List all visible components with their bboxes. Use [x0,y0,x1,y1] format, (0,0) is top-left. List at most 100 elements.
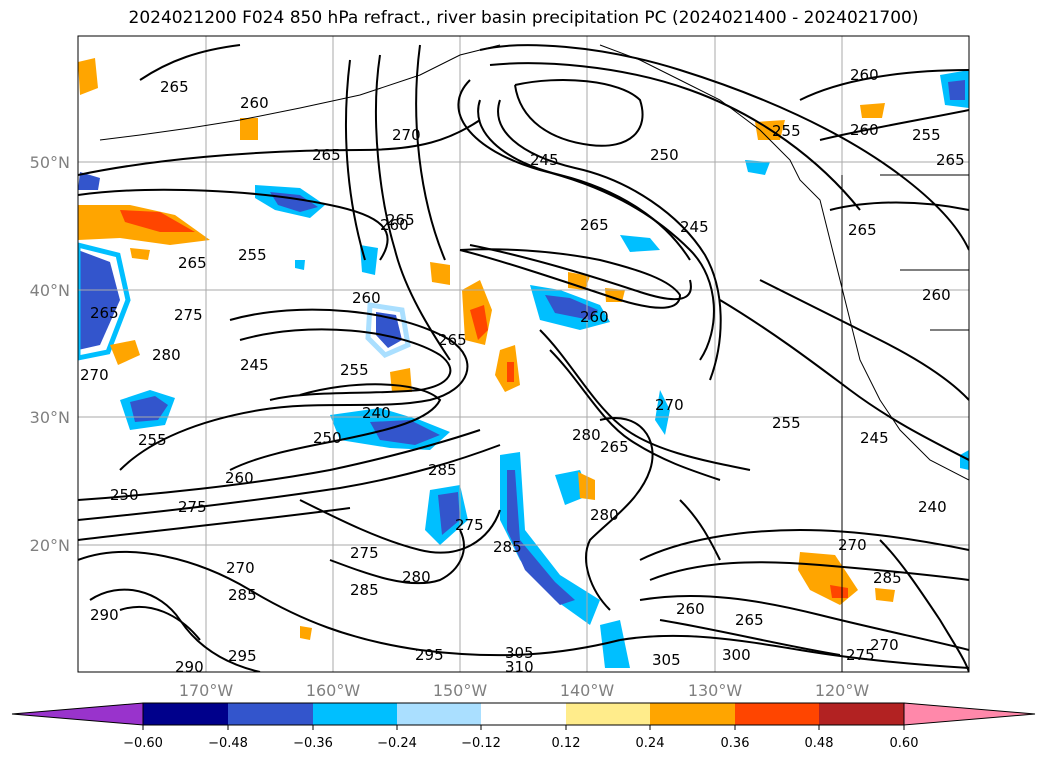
contour-label: 260 [850,121,879,139]
coastlines [99,44,969,672]
colorbar-segment [313,703,397,725]
contour-label: 285 [228,586,257,604]
contour-label: 270 [838,536,867,554]
contour-label: 260 [676,600,705,618]
contour-label: 250 [650,146,679,164]
colorbar-tick: −0.48 [208,736,248,751]
contour-label: 285 [350,581,379,599]
contour-label: 290 [175,658,204,676]
contour-label: 285 [428,461,457,479]
contour-label: 265 [600,438,629,456]
contour-label: 255 [340,361,369,379]
contour-label: 265 [936,151,965,169]
colorbar-segment [735,703,819,725]
contour-label: 265 [438,331,467,349]
colorbar-tick: 0.36 [721,736,750,751]
contour-label: 305 [652,651,681,669]
contour-label: 275 [178,498,207,516]
contour-label: 240 [362,404,391,422]
contour-label: 260 [352,289,381,307]
lon-label: 130°W [688,681,743,700]
contour-label: 300 [722,646,751,664]
lon-label: 150°W [433,681,488,700]
colorbar-tick: −0.12 [461,736,501,751]
contour-label: 260 [240,94,269,112]
colorbar-tick: 0.12 [552,736,581,751]
colorbar-segment [143,703,228,725]
lon-label: 170°W [179,681,234,700]
contour-label: 250 [313,429,342,447]
contour-label: 255 [138,431,167,449]
contour-label: 265 [386,211,415,229]
contour-label: 255 [912,126,941,144]
lat-label: 20°N [30,536,70,555]
lat-label: 40°N [30,281,70,300]
colorbar-extend-right [903,702,1036,726]
colorbar-segment [481,703,566,725]
colorbar-tick: −0.24 [377,736,417,751]
contour-label: 260 [922,286,951,304]
map-title: 2024021200 F024 850 hPa refract., river … [128,8,919,28]
contour-label: 285 [493,538,522,556]
contour-label: 275 [455,516,484,534]
contour-label: 280 [152,346,181,364]
colorbar-frame [142,702,905,726]
lon-label: 140°W [560,681,615,700]
colorbar-tick: −0.60 [123,736,163,751]
contour-label: 280 [590,506,619,524]
colorbar-tick: −0.36 [293,736,333,751]
contour-label: 270 [392,126,421,144]
contour-label: 265 [580,216,609,234]
contour-label: 265 [160,78,189,96]
lon-label: 120°W [815,681,870,700]
contour-label: 270 [870,636,899,654]
contour-label: 255 [772,414,801,432]
contour-label: 285 [873,569,902,587]
contour-label: 295 [415,646,444,664]
contour-label: 270 [226,559,255,577]
contour-label: 275 [174,306,203,324]
colorbar-segment [228,703,313,725]
contour-label: 245 [240,356,269,374]
map-frame [77,35,970,673]
colorbar-tick: 0.48 [805,736,834,751]
colorbar-tick: 0.60 [890,736,919,751]
contour-labels: 265 260 270 265 245 250 260 255 260 255 … [80,66,965,676]
colorbar-segment [397,703,481,725]
contour-label: 255 [772,122,801,140]
latitude-labels: 50°N 40°N 30°N 20°N [30,153,70,555]
colorbar-tick: 0.24 [636,736,665,751]
contour-label: 260 [225,469,254,487]
colorbar: −0.60 −0.48 −0.36 −0.24 −0.12 0.12 0.24 … [11,702,1036,751]
contour-label: 240 [918,498,947,516]
contour-label: 260 [850,66,879,84]
contour-label: 250 [110,486,139,504]
longitude-labels: 170°W 160°W 150°W 140°W 130°W 120°W [179,681,870,700]
contour-label: 310 [505,658,534,676]
colorbar-extend-left [11,702,144,726]
refractivity-contours [78,44,969,672]
colorbar-segment [650,703,735,725]
contour-label: 265 [848,221,877,239]
contour-label: 245 [530,151,559,169]
contour-label: 275 [846,646,875,664]
contour-label: 265 [735,611,764,629]
contour-label: 280 [402,568,431,586]
contour-label: 280 [572,426,601,444]
colorbar-segment [819,703,904,725]
contour-label: 260 [580,308,609,326]
contour-label: 275 [350,544,379,562]
contour-label: 260 [380,216,409,234]
contour-label: 245 [860,429,889,447]
contour-label: 295 [228,647,257,665]
contour-label: 305 [505,644,534,662]
contour-label: 270 [655,396,684,414]
lat-label: 30°N [30,408,70,427]
lat-label: 50°N [30,153,70,172]
contour-label: 265 [90,304,119,322]
contour-label: 265 [312,146,341,164]
colorbar-segment [566,703,650,725]
contour-label: 265 [178,254,207,272]
contour-label: 245 [680,218,709,236]
